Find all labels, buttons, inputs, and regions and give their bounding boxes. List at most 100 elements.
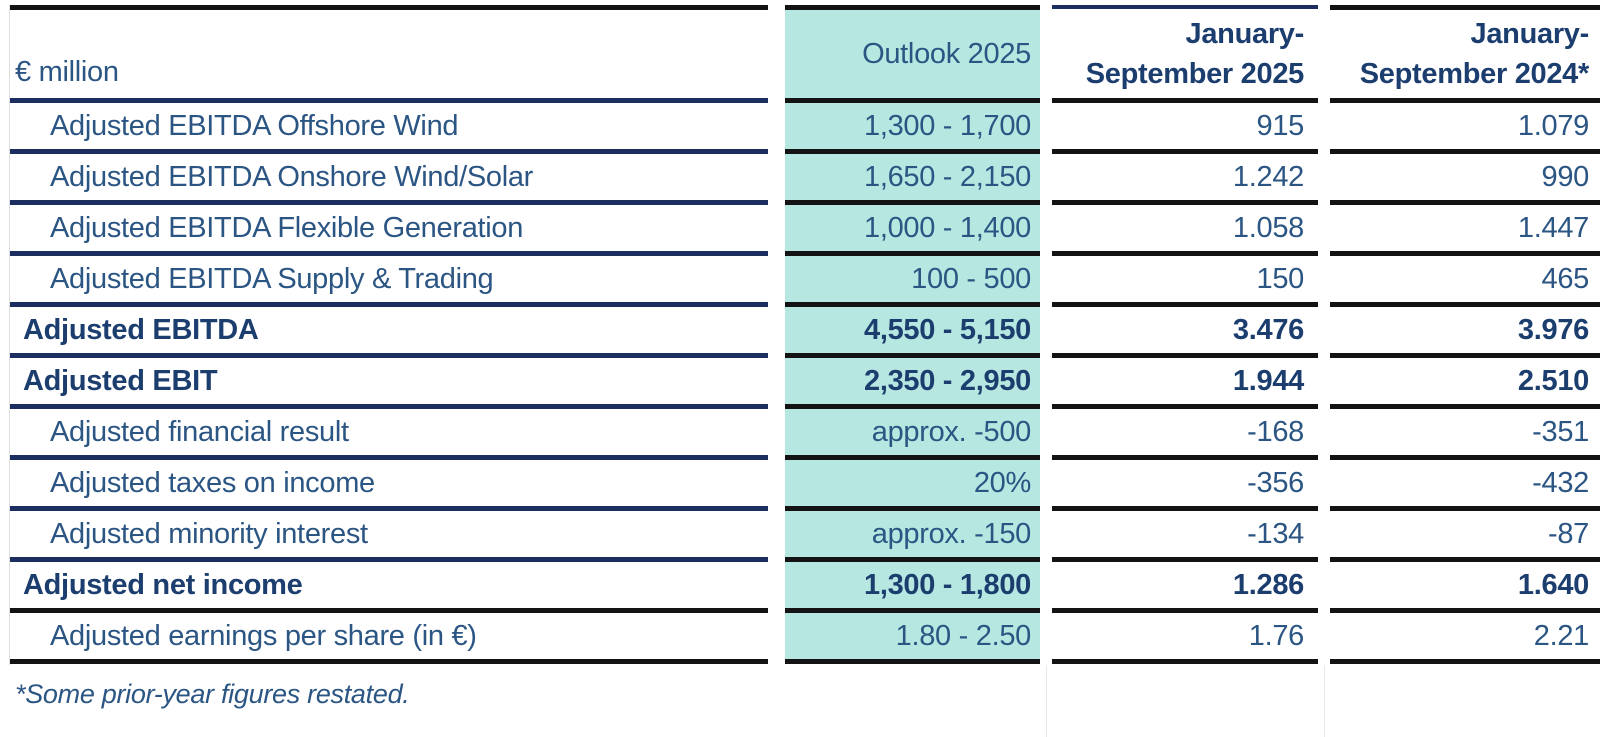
column-gap [1040, 5, 1052, 103]
column-gap [1318, 409, 1330, 460]
column-gap [1318, 358, 1330, 409]
column-header-outlook: Outlook 2025 [785, 5, 1040, 103]
column-gap [1040, 562, 1052, 613]
column-gap [1318, 307, 1330, 358]
sep2024-value: 1.079 [1330, 103, 1600, 154]
outlook-value: approx. -150 [785, 511, 1040, 562]
sep2025-value: 1.944 [1052, 358, 1318, 409]
column-gap [1040, 256, 1052, 307]
row-label: Adjusted EBITDA [10, 307, 768, 358]
sep2024-value: 1.640 [1330, 562, 1600, 613]
row-label: Adjusted financial result [10, 409, 768, 460]
column-gap [768, 613, 785, 664]
row-label: Adjusted EBIT [10, 358, 768, 409]
period-2025-line2: September 2025 [1085, 57, 1305, 90]
outlook-value: 20% [785, 460, 1040, 511]
table-row-total: Adjusted EBITDA 4,550 - 5,150 3.476 3.97… [0, 307, 1600, 358]
table-row: Adjusted EBITDA Supply & Trading 100 - 5… [0, 256, 1600, 307]
column-gap [1040, 511, 1052, 562]
sep2025-value: 3.476 [1052, 307, 1318, 358]
sep2025-value: 150 [1052, 256, 1318, 307]
sep2025-value: -134 [1052, 511, 1318, 562]
column-gap [768, 511, 785, 562]
row-label: Adjusted EBITDA Flexible Generation [10, 205, 768, 256]
column-gap [1318, 5, 1330, 103]
table-row: Adjusted EBITDA Offshore Wind 1,300 - 1,… [0, 103, 1600, 154]
footnote: *Some prior-year figures restated. [15, 679, 410, 709]
row-label: Adjusted minority interest [10, 511, 768, 562]
column-gap [1318, 613, 1330, 664]
sep2024-value: 2.510 [1330, 358, 1600, 409]
outlook-value: approx. -500 [785, 409, 1040, 460]
column-gap [1318, 511, 1330, 562]
outlook-value: 1,000 - 1,400 [785, 205, 1040, 256]
column-header-period-2024: January- September 2024* [1330, 5, 1600, 103]
table-row: Adjusted earnings per share (in €) 1.80 … [0, 613, 1600, 664]
row-label: Adjusted EBITDA Onshore Wind/Solar [10, 154, 768, 205]
sep2024-value: -432 [1330, 460, 1600, 511]
column-gap [1040, 307, 1052, 358]
sep2024-value: -351 [1330, 409, 1600, 460]
sep2024-value: 2.21 [1330, 613, 1600, 664]
column-gap [768, 409, 785, 460]
period-2025-line1: January- [1185, 17, 1305, 50]
period-2024-line1: January- [1470, 18, 1590, 50]
column-gap [1040, 205, 1052, 256]
outlook-value: 4,550 - 5,150 [785, 307, 1040, 358]
sep2024-value: 990 [1330, 154, 1600, 205]
row-label: Adjusted earnings per share (in €) [10, 613, 768, 664]
outlook-value: 1,650 - 2,150 [785, 154, 1040, 205]
table-row: Adjusted minority interest approx. -150 … [0, 511, 1600, 562]
column-gap [768, 256, 785, 307]
sep2025-value: -168 [1052, 409, 1318, 460]
column-gap [1318, 562, 1330, 613]
column-gap [768, 358, 785, 409]
table-row: Adjusted EBITDA Flexible Generation 1,00… [0, 205, 1600, 256]
sep2025-value: 1.286 [1052, 562, 1318, 613]
column-gap [768, 562, 785, 613]
column-gap [1040, 460, 1052, 511]
sep2024-value: 1.447 [1330, 205, 1600, 256]
column-gap [768, 205, 785, 256]
sep2025-value: 1.76 [1052, 613, 1318, 664]
row-label: Adjusted EBITDA Offshore Wind [10, 103, 768, 154]
column-gap-line [1324, 665, 1325, 737]
column-gap [1040, 358, 1052, 409]
unit-label: € million [10, 5, 768, 103]
outlook-value: 2,350 - 2,950 [785, 358, 1040, 409]
column-gap [768, 154, 785, 205]
column-gap [1318, 460, 1330, 511]
column-gap [1040, 613, 1052, 664]
column-gap [1318, 205, 1330, 256]
column-gap [768, 103, 785, 154]
row-label: Adjusted net income [10, 562, 768, 613]
table-row-total: Adjusted net income 1,300 - 1,800 1.286 … [0, 562, 1600, 613]
table-row-total: Adjusted EBIT 2,350 - 2,950 1.944 2.510 [0, 358, 1600, 409]
left-edge-line [9, 5, 10, 665]
column-gap [768, 5, 785, 103]
outlook-value: 1,300 - 1,700 [785, 103, 1040, 154]
sep2024-value: -87 [1330, 511, 1600, 562]
column-gap [768, 307, 785, 358]
table-header-row: € million Outlook 2025 January- Septembe… [0, 5, 1600, 103]
table-row: Adjusted financial result approx. -500 -… [0, 409, 1600, 460]
column-gap [1318, 154, 1330, 205]
column-gap [1040, 103, 1052, 154]
sep2025-value: 915 [1052, 103, 1318, 154]
table-row: Adjusted EBITDA Onshore Wind/Solar 1,650… [0, 154, 1600, 205]
column-gap-line [1046, 665, 1047, 737]
column-gap [1040, 409, 1052, 460]
sep2024-value: 3.976 [1330, 307, 1600, 358]
outlook-value: 100 - 500 [785, 256, 1040, 307]
outlook-value: 1.80 - 2.50 [785, 613, 1040, 664]
sep2024-value: 465 [1330, 256, 1600, 307]
column-header-period-2025: January- September 2025 [1052, 5, 1318, 103]
column-gap [1318, 103, 1330, 154]
column-gap [1318, 256, 1330, 307]
period-2024-line2: September 2024* [1359, 58, 1590, 90]
sep2025-value: -356 [1052, 460, 1318, 511]
table-row: Adjusted taxes on income 20% -356 -432 [0, 460, 1600, 511]
outlook-value: 1,300 - 1,800 [785, 562, 1040, 613]
column-gap [1040, 154, 1052, 205]
